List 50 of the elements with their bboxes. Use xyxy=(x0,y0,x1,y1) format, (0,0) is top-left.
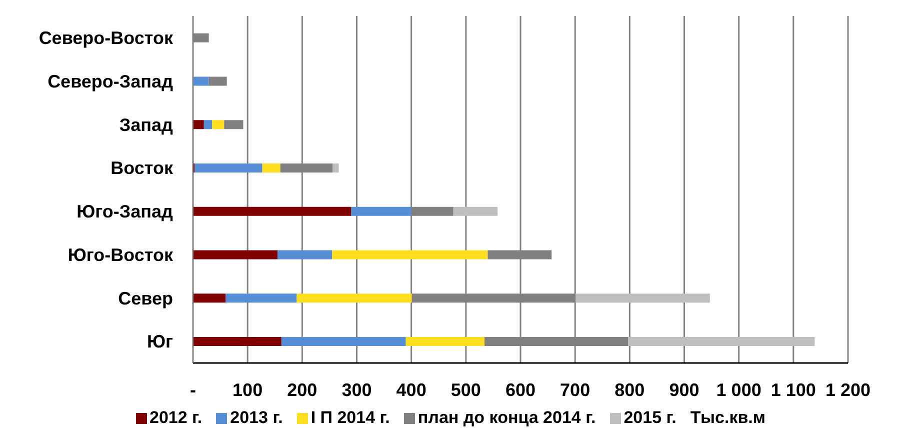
y-tick-label: Юг xyxy=(146,332,174,352)
bar xyxy=(224,120,244,130)
bar xyxy=(332,250,488,260)
y-tick-label: Северо-Запад xyxy=(48,71,174,92)
x-tick-label: - xyxy=(190,380,196,400)
legend-label: 2012 г. xyxy=(150,408,202,428)
bar xyxy=(204,120,212,130)
bar xyxy=(193,120,204,130)
y-tick-label: Юго-Запад xyxy=(76,202,174,222)
bar xyxy=(208,76,227,86)
x-tick-label: 100 xyxy=(232,380,263,400)
bar xyxy=(194,163,262,172)
bar xyxy=(262,163,280,172)
bar xyxy=(406,336,484,346)
bar xyxy=(193,76,209,86)
bar xyxy=(226,294,297,303)
bar xyxy=(576,294,710,303)
bar xyxy=(212,120,224,130)
x-tick-label: 900 xyxy=(669,380,700,400)
legend-label: план до конца 2014 г. xyxy=(418,408,596,428)
bar xyxy=(332,163,339,172)
y-tick-label: Восток xyxy=(110,158,174,178)
y-tick-label: Юго-Восток xyxy=(68,244,174,265)
bar xyxy=(281,336,406,346)
bar xyxy=(278,250,332,260)
bar xyxy=(453,206,498,216)
y-tick-label: Северо-Восток xyxy=(38,28,174,48)
x-tick-label: 300 xyxy=(342,380,372,400)
bar xyxy=(628,336,815,346)
x-tick-label: 500 xyxy=(450,380,481,400)
y-tick-label: Запад xyxy=(119,114,174,135)
x-tick-label: 200 xyxy=(287,380,318,400)
legend-label: 2013 г. xyxy=(230,408,283,428)
text: Тыс.кв.м xyxy=(690,408,766,428)
bar xyxy=(193,336,282,346)
legend-label: 2015 г. xyxy=(624,408,676,428)
bar xyxy=(296,294,412,303)
x-tick-label: 800 xyxy=(614,380,645,400)
bar xyxy=(193,206,352,216)
x-tick-label: 1 100 xyxy=(770,380,816,400)
x-tick-label: 1 200 xyxy=(825,380,871,400)
x-tick-label: 700 xyxy=(560,380,590,400)
legend-label: I П 2014 г. xyxy=(310,408,390,428)
bar xyxy=(193,250,278,260)
x-tick-label: 600 xyxy=(505,380,536,400)
bar xyxy=(351,206,412,216)
x-tick-label: 400 xyxy=(396,380,426,400)
y-tick-label: Север xyxy=(118,288,174,308)
x-tick-label: 1 000 xyxy=(716,380,762,400)
bar xyxy=(193,294,226,303)
